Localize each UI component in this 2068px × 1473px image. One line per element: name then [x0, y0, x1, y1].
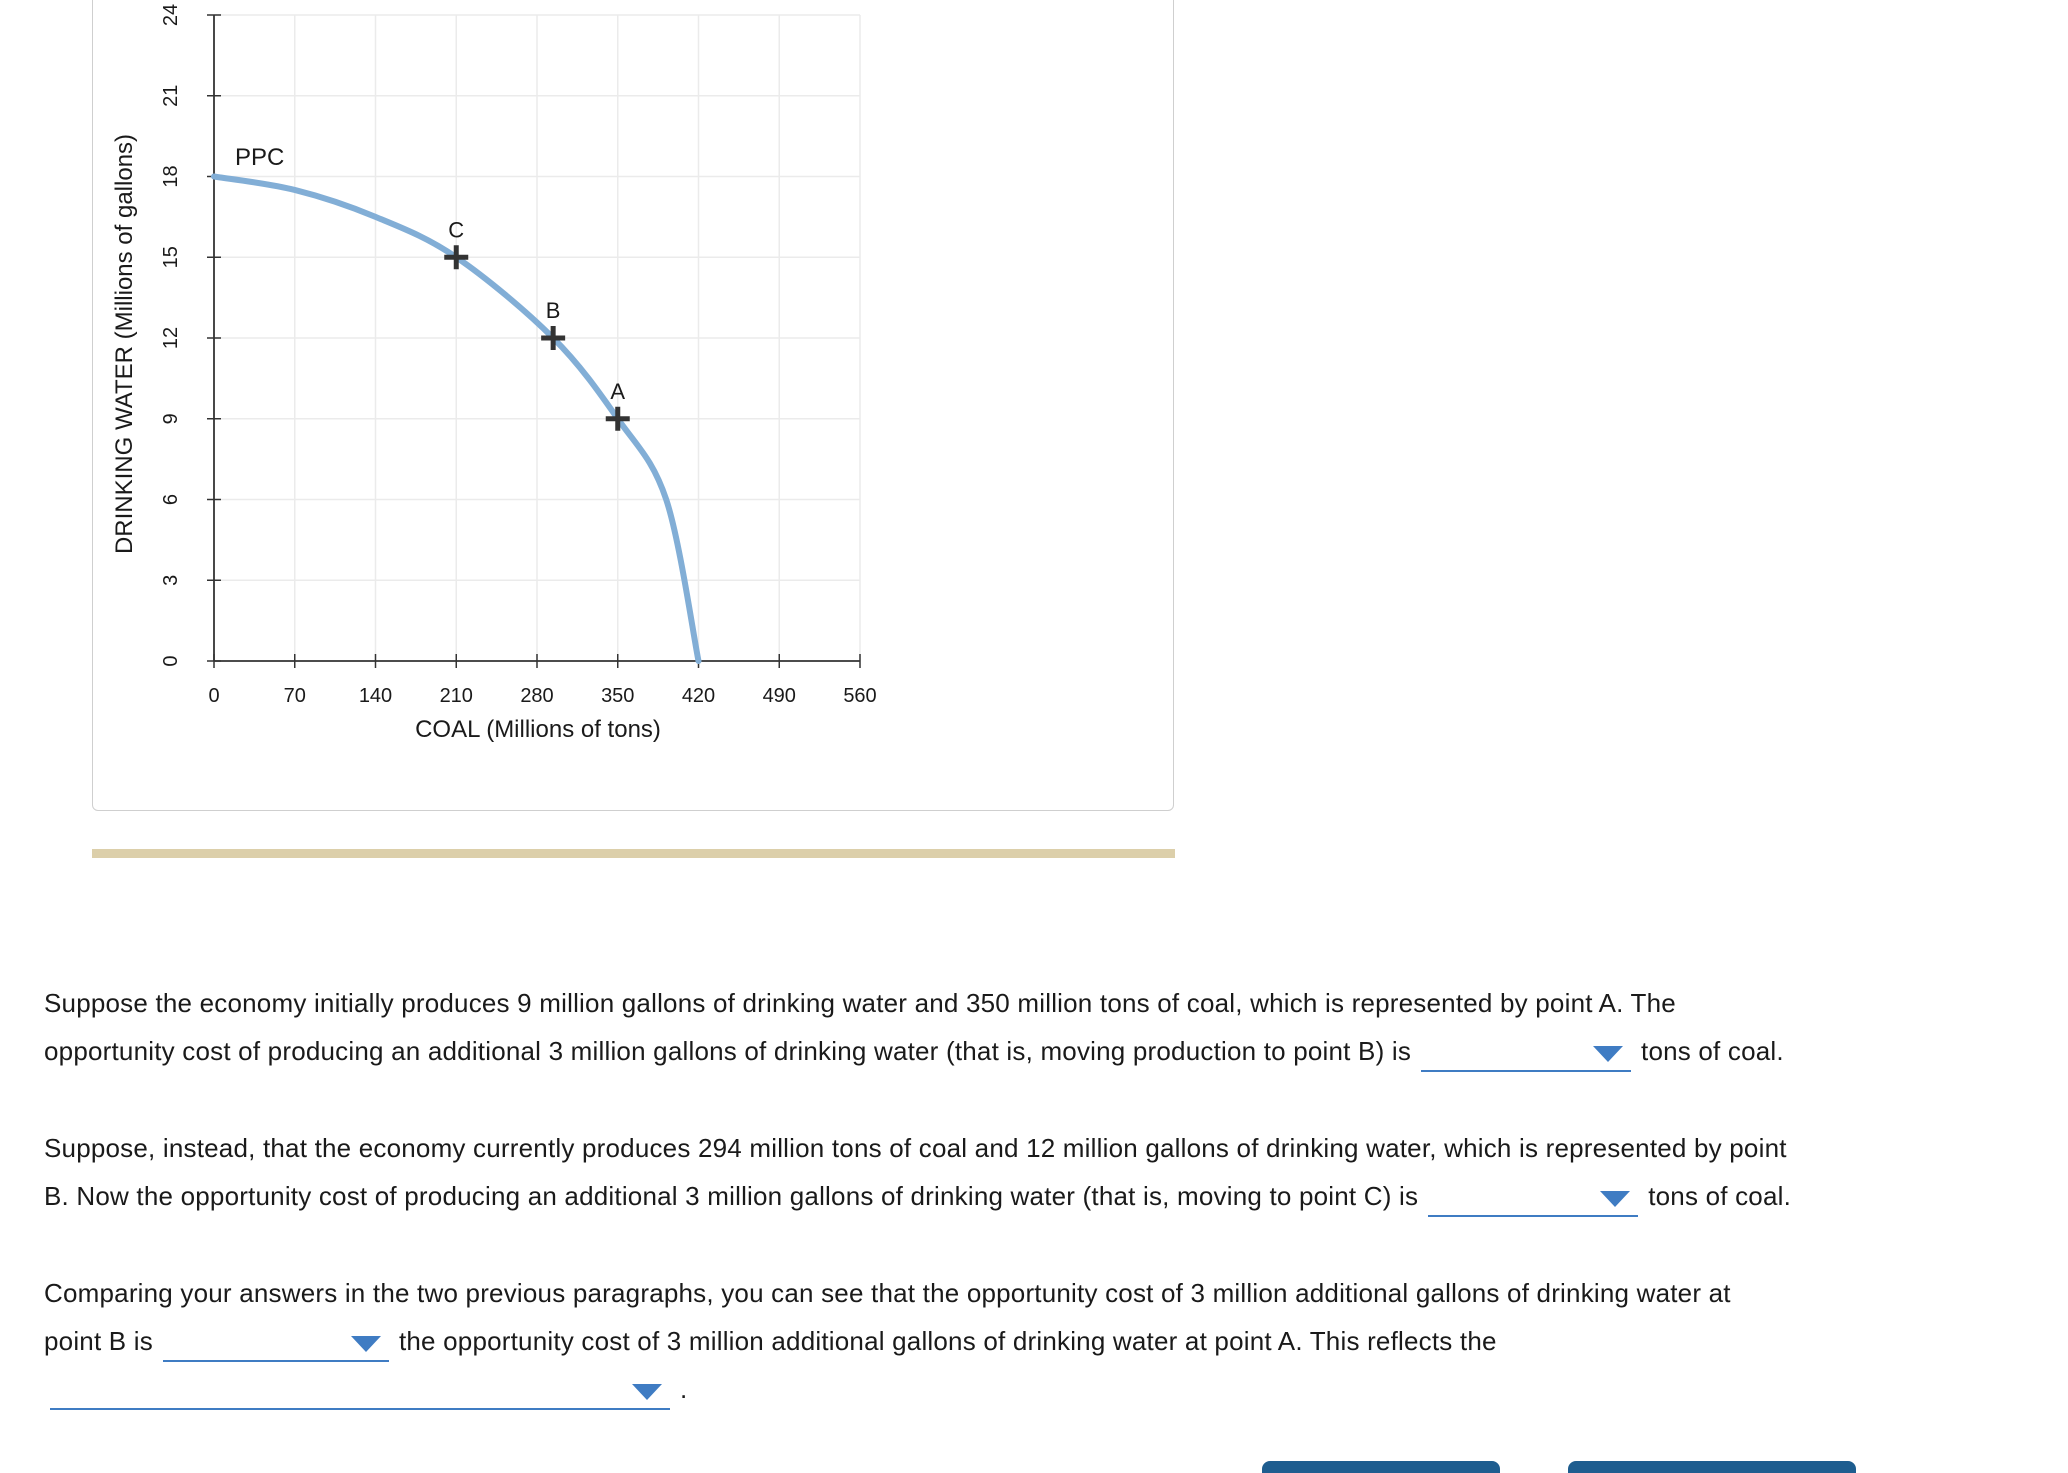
question-3-text-after: the opportunity cost of 3 million additi… [398, 1326, 1497, 1356]
panel-divider [92, 849, 1175, 858]
question-3-period: . [680, 1374, 688, 1404]
dropdown-caret-icon [350, 1336, 381, 1353]
question-1-text: Suppose the economy initially produces 9… [44, 988, 1676, 1018]
chart-grid [214, 14, 861, 661]
y-tick-label: 3 [160, 575, 182, 586]
question-1-text-before: opportunity cost of producing an additio… [44, 1036, 1412, 1066]
point-markers: C B A [444, 217, 630, 431]
x-tick-label: 210 [440, 685, 473, 707]
x-tick-label: 420 [682, 685, 715, 707]
question-3-line-1: Comparing your answers in the two previo… [44, 1269, 1731, 1317]
chart-axes [207, 14, 861, 668]
point-b-marker[interactable]: B [541, 298, 566, 350]
opportunity-cost-b-to-c-dropdown[interactable] [1428, 1179, 1639, 1218]
ppc-curve-layer [211, 173, 702, 664]
dropdown-caret-icon [1593, 1046, 1624, 1063]
x-tick-label: 140 [359, 685, 392, 707]
question-3-line-2: point B is the opportunity cost of 3 mill… [44, 1317, 1497, 1365]
x-tick-label: 490 [763, 685, 796, 707]
x-axis-label: COAL (Millions of tons) [415, 716, 661, 743]
question-1-line-1: Suppose the economy initially produces 9… [44, 979, 1676, 1027]
y-tick-label: 0 [160, 655, 182, 666]
y-tick-label: 6 [160, 494, 182, 505]
question-3-text-before: point B is [44, 1326, 153, 1356]
point-c-marker[interactable]: C [444, 217, 469, 270]
point-a-marker[interactable]: A [605, 379, 630, 431]
y-tick-label: 15 [160, 246, 182, 268]
economic-principle-dropdown[interactable] [50, 1372, 670, 1411]
dropdown-caret-icon [1600, 1191, 1631, 1208]
question-1-text-after: tons of coal. [1641, 1036, 1784, 1066]
question-3-text: Comparing your answers in the two previo… [44, 1278, 1731, 1308]
ppc-curve [211, 173, 702, 664]
x-tick-label: 0 [208, 685, 219, 707]
x-tick-label: 350 [601, 685, 634, 707]
question-2-text-before: B. Now the opportunity cost of producing… [44, 1181, 1419, 1211]
question-3-line-3: . [42, 1365, 687, 1413]
question-2-line-1: Suppose, instead, that the economy curre… [44, 1124, 1787, 1172]
question-2-text-after: tons of coal. [1648, 1181, 1792, 1211]
plus-icon [550, 326, 556, 350]
y-tick-label: 24 [160, 4, 182, 26]
y-tick-label: 12 [160, 327, 182, 349]
tick-labels: 0 70 140 210 280 350 420 490 560 0 3 6 9 12 15 18 21 24 [160, 4, 877, 707]
y-tick-label: 18 [160, 165, 182, 187]
y-tick-label: 9 [160, 413, 182, 424]
question-2-line-2: B. Now the opportunity cost of producing… [44, 1172, 1791, 1220]
question-1-line-2: opportunity cost of producing an additio… [44, 1027, 1784, 1075]
x-tick-label: 560 [843, 685, 876, 707]
y-axis-label: DRINKING WATER (Millions of gallons) [111, 134, 138, 554]
comparison-dropdown[interactable] [162, 1324, 389, 1363]
opportunity-cost-a-to-b-dropdown[interactable] [1421, 1034, 1632, 1073]
point-a-label: A [610, 379, 625, 404]
next-question-button[interactable] [1568, 1461, 1856, 1473]
ppc-chart: 0 70 140 210 280 350 420 490 560 0 3 6 9 12 15 18 21 24 C… [111, 4, 877, 743]
plus-icon [453, 245, 459, 270]
point-b-label: B [546, 298, 561, 323]
question-2-text: Suppose, instead, that the economy curre… [44, 1133, 1787, 1163]
graph-panel [92, 0, 1174, 811]
check-answer-button[interactable] [1262, 1461, 1500, 1473]
point-c-label: C [448, 217, 464, 242]
dropdown-caret-icon [632, 1384, 662, 1401]
x-tick-label: 280 [520, 685, 553, 707]
ppc-series-label: PPC [235, 144, 284, 171]
x-tick-label: 70 [284, 685, 306, 707]
plus-icon [615, 406, 621, 431]
y-tick-label: 21 [160, 85, 182, 107]
